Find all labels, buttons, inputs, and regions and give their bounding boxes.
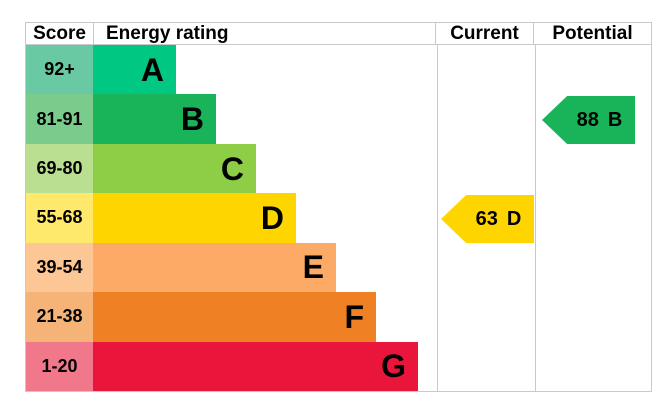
potential-column: 88 B [535,45,653,391]
current-header: Current [435,23,533,44]
band-letter: A [140,51,164,88]
potential-rating-band: B [607,108,623,131]
band-bar-d: D [93,193,296,243]
score-cell: 69-80 [26,143,93,194]
band-row-b: 81-91 B [26,94,651,144]
band-row-c: 69-80 C [26,143,651,194]
band-bar-g: G [93,341,418,391]
table-body: 92+ A 81-91 B 69-80 C 55-68 [26,45,651,391]
band-letter: F [344,298,364,335]
score-cell: 39-54 [26,242,93,293]
current-rating-band: D [506,207,522,230]
potential-rating-arrow: 88 B [542,96,635,144]
band-letter: C [220,150,244,187]
band-row-a: 92+ A [26,45,651,95]
score-cell: 81-91 [26,94,93,144]
band-bar-c: C [93,143,256,194]
band-row-f: 21-38 F [26,292,651,342]
score-cell: 21-38 [26,292,93,342]
band-bar-a: A [93,45,176,95]
band-letter: B [180,101,204,138]
current-column: 63 D [437,45,535,391]
band-bar-b: B [93,94,216,144]
band-row-g: 1-20 G [26,341,651,391]
rating-table: Score Energy rating Current Potential 92… [25,22,652,392]
band-bar-f: F [93,292,376,342]
table-header: Score Energy rating Current Potential [26,23,651,45]
band-letter: E [302,249,324,286]
score-cell: 55-68 [26,193,93,243]
current-rating-value: 63 [475,207,498,230]
score-cell: 1-20 [26,341,93,391]
band-letter: G [381,348,406,385]
band-row-d: 55-68 D [26,193,651,243]
potential-rating-value: 88 [576,108,599,131]
band-bar-e: E [93,242,336,293]
score-cell: 92+ [26,45,93,95]
score-header: Score [33,22,86,44]
energy-rating-header: Energy rating [93,23,435,44]
potential-header: Potential [533,23,651,44]
band-letter: D [260,199,284,236]
current-rating-arrow: 63 D [441,195,534,243]
band-row-e: 39-54 E [26,242,651,293]
